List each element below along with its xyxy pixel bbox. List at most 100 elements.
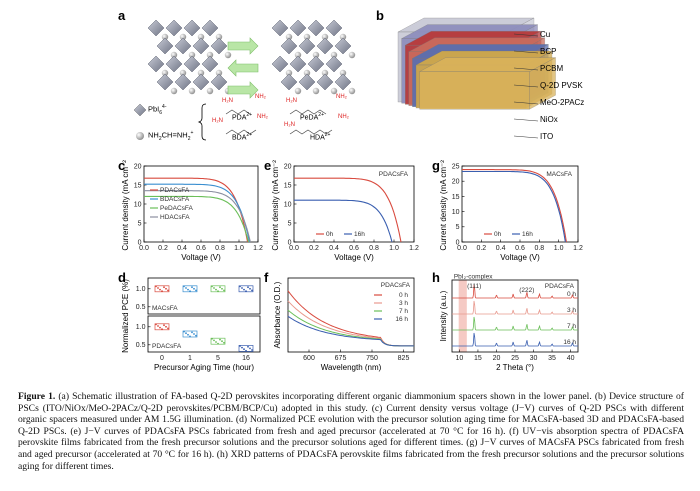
x-tick-label: 1.2: [409, 245, 419, 252]
fa-cation-icon: [161, 33, 169, 41]
layer-leader-line: [513, 50, 539, 54]
data-point: [189, 290, 191, 293]
data-point: [217, 342, 219, 345]
fa-cation-icon: [303, 69, 311, 77]
bda-label: BDA2+: [232, 132, 253, 142]
fa-cation-icon: [197, 69, 205, 77]
data-point: [187, 288, 189, 291]
data-point: [245, 290, 247, 293]
series-line-7 h: [452, 316, 578, 331]
data-point: [161, 328, 163, 331]
pbi6-octahedron-icon: [156, 37, 174, 55]
legend-label: HDACsFA: [160, 214, 190, 221]
data-point: [219, 286, 221, 289]
data-point: [183, 285, 185, 288]
data-point: [243, 348, 245, 351]
x-tick-label: 0.0: [289, 245, 299, 252]
data-point: [215, 341, 217, 343]
x-axis-label: Precursor Aging Time (hour): [154, 363, 254, 372]
x-tick-label: 0.6: [196, 245, 206, 252]
data-point: [211, 285, 213, 288]
chart-title: PDACsFA: [545, 283, 575, 290]
data-point: [249, 347, 251, 350]
x-tick-label: 750: [366, 355, 378, 362]
bda-h2n-label: H₂N: [212, 118, 223, 124]
chart-title: MACsFA: [546, 171, 572, 178]
y-tick-label: 5: [138, 220, 142, 227]
pda-h2n-label: H₂N: [222, 98, 233, 104]
data-point: [155, 323, 157, 326]
pbi6-octahedron-icon: [147, 55, 165, 73]
data-point: [155, 285, 157, 288]
legend-label: PDACsFA: [160, 187, 190, 194]
x-tick-label: 30: [530, 355, 538, 362]
x-axis-label: Wavelength (nm): [321, 363, 382, 372]
pbi6-octahedron-icon: [334, 37, 352, 55]
y-tick-label: 5: [288, 220, 292, 227]
x-tick-label: 1.2: [573, 245, 583, 252]
caption-lead: Figure 1.: [18, 391, 56, 402]
layer-label-4: Q-2D PVSK: [540, 81, 583, 90]
fa-cation-icon: [179, 33, 187, 41]
y-tick-label: 20: [452, 179, 460, 186]
y-tick-label: 0.5: [136, 304, 146, 311]
pbi6-octahedron-icon: [147, 19, 165, 37]
x-tick-label: 0.8: [369, 245, 379, 252]
panel-label-f: f: [264, 270, 269, 285]
data-point: [195, 289, 197, 292]
layer-leader-line: [513, 118, 539, 122]
pbi6-octahedron-icon: [192, 37, 210, 55]
y-axis-label: Current density (mA cm⁻²): [439, 160, 448, 251]
x-tick-label: 0.8: [215, 245, 225, 252]
data-point: [195, 334, 197, 337]
data-point: [241, 346, 243, 349]
chart-d-normalized-pce: 0.5 1.0 MACsFA 0.5 1.0 PDACsFA 0 1 5 16Precursor …: [121, 277, 261, 372]
x-tick-label: 0.2: [476, 245, 486, 252]
x-tick-label: 1: [188, 355, 192, 362]
panel-label-c: c: [118, 158, 126, 173]
pbi6-octahedron-icon: [183, 55, 201, 73]
data-point: [221, 340, 223, 343]
fa-cation-icon: [285, 69, 293, 77]
peda-nh2-label: NH₂: [336, 94, 347, 100]
data-point: [239, 345, 241, 347]
chart-title: PDACsFA: [381, 282, 411, 289]
layer-leader-line: [513, 101, 539, 105]
spacer-molecules: [225, 109, 333, 135]
x-tick-label: 35: [548, 355, 556, 362]
y-tick-label: 1.0: [136, 286, 146, 293]
layer-label-1: Cu: [540, 30, 551, 39]
x-tick-label: 0.2: [158, 245, 168, 252]
data-point: [219, 338, 221, 341]
plot-frame: [451, 279, 579, 353]
y-tick-label: 1.0: [136, 324, 146, 331]
pbi6-octahedron-icon: [133, 103, 147, 117]
y-tick-label: 0: [456, 239, 460, 246]
data-point: [221, 287, 223, 290]
y-tick-label: 10: [452, 209, 460, 216]
panel-label-a: a: [118, 8, 126, 23]
y-tick-label: 10: [284, 201, 292, 208]
fa-cation-icon: [321, 33, 329, 41]
y-axis-label: Current density (mA cm⁻²): [271, 160, 280, 251]
fa-cation-icon: [312, 51, 320, 59]
data-point: [185, 287, 187, 289]
data-point: [163, 286, 165, 289]
legend-label: 16h: [522, 231, 533, 238]
legend-label: 3 h: [399, 300, 408, 307]
x-tick-label: 0.4: [329, 245, 339, 252]
layer-label-6: NiOx: [540, 115, 558, 124]
pbi6-octahedron-icon: [210, 73, 228, 91]
pbi6-octahedron-icon: [201, 19, 219, 37]
series-line-16h: [462, 170, 566, 243]
x-tick-label: 0.2: [309, 245, 319, 252]
x-tick-label: 675: [335, 355, 347, 362]
pbi6-octahedron-icon: [298, 37, 316, 55]
data-point: [191, 331, 193, 334]
chart-e-jv-pdacsfa: 0.0 0.2 0.4 0.6 0.8 1.0 1.2 0 5 10 15 20 Voltage (V)…: [271, 160, 419, 262]
pbi6-octahedron-icon: [280, 73, 298, 91]
series-line-0 h: [452, 284, 578, 299]
layer-leader-line: [513, 33, 539, 37]
data-point: [191, 286, 193, 289]
fa-cation-icon: [197, 33, 205, 41]
